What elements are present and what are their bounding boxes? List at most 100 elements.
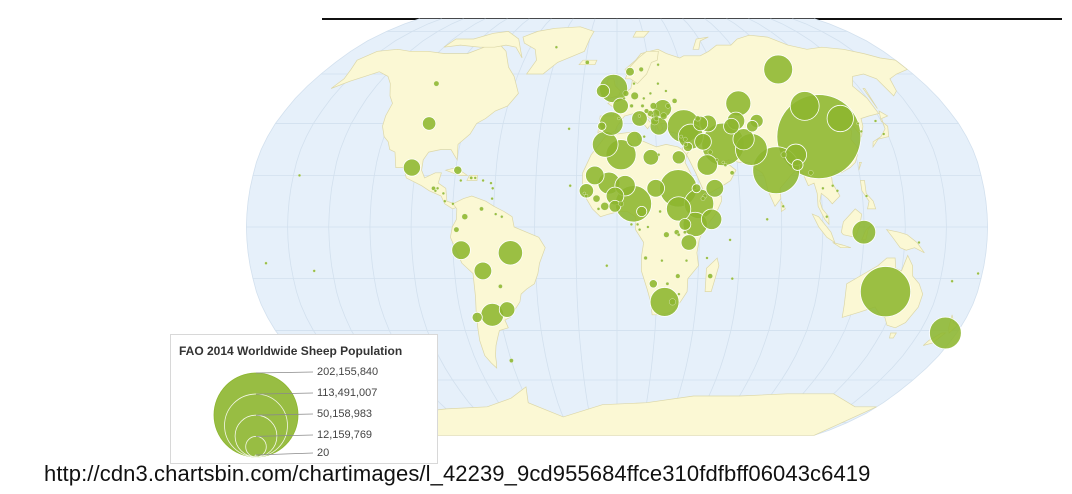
sheep-bubble: [728, 238, 732, 242]
land-java: [832, 242, 852, 249]
sheep-bubble: [626, 130, 643, 148]
sheep-bubble: [707, 273, 713, 279]
sheep-bubble: [585, 165, 605, 186]
sheep-bubble: [873, 119, 878, 123]
sheep-bubble: [705, 179, 725, 198]
sheep-bubble: [596, 207, 601, 211]
sheep-bubble: [732, 128, 755, 151]
sheep-bubble: [882, 132, 886, 136]
sheep-bubble: [729, 170, 735, 176]
sheep-bubble: [675, 273, 681, 279]
sheep-bubble: [746, 120, 759, 133]
legend-graphic: [213, 371, 314, 458]
sheep-bubble: [473, 176, 477, 180]
land-japan: [872, 110, 890, 149]
land-tasmania: [889, 332, 897, 339]
land-new-guinea: [885, 229, 925, 254]
sheep-bubble: [665, 103, 671, 109]
legend-title: FAO 2014 Worldwide Sheep Population: [179, 344, 403, 358]
sheep-bubble: [765, 217, 769, 221]
sheep-bubble: [669, 298, 676, 306]
sheep-bubble: [431, 186, 436, 191]
sheep-bubble: [917, 240, 921, 245]
sheep-bubble: [694, 133, 712, 151]
sheep-bubble: [509, 358, 514, 363]
sheep-bubble: [595, 83, 611, 99]
sheep-bubble: [591, 131, 619, 158]
sheep-bubble: [696, 154, 718, 176]
sheep-bubble: [666, 196, 692, 222]
legend-label-3: 50,158,983: [317, 408, 373, 420]
sheep-bubble: [859, 266, 912, 318]
sheep-bubble: [835, 189, 839, 193]
sheep-bubble: [500, 215, 504, 219]
sheep-bubble: [676, 232, 681, 237]
sheep-bubble: [402, 158, 421, 177]
sheep-bubble: [443, 199, 447, 203]
sheep-bubble: [642, 96, 646, 100]
sheep-bubble: [730, 277, 734, 281]
sheep-bubble: [683, 142, 688, 147]
land-canada-arctic: [443, 31, 523, 59]
sheep-bubble: [763, 54, 794, 85]
sheep-bubble: [498, 301, 516, 318]
sheep-bubble: [660, 259, 664, 263]
sheep-bubble: [592, 194, 601, 203]
sheep-bubble: [642, 149, 660, 166]
sheep-bubble: [629, 103, 634, 108]
sheep-bubble: [297, 173, 302, 177]
sheep-bubble: [950, 279, 954, 283]
sheep-bubble: [421, 116, 437, 131]
sheep-bubble: [264, 261, 268, 265]
sheep-bubble: [582, 191, 586, 195]
sheep-bubble: [637, 114, 641, 118]
sheep-bubble: [567, 127, 571, 131]
sheep-bubble: [631, 110, 648, 127]
land-greenland: [522, 26, 595, 75]
sheep-bubble: [825, 215, 829, 219]
land-taiwan: [858, 162, 862, 171]
land-sakhalin: [862, 88, 878, 109]
sheep-bubble: [642, 135, 646, 139]
sheep-bubble: [859, 129, 863, 133]
legend-leader-2: [255, 392, 314, 395]
sheep-bubble: [680, 234, 698, 251]
sheep-bubble: [632, 82, 636, 86]
sheep-bubble: [629, 222, 633, 226]
sheep-bubble: [723, 163, 728, 167]
sheep-bubble: [638, 228, 642, 232]
legend-leader-4: [255, 434, 314, 437]
sheep-bubble: [664, 89, 668, 93]
sheep-bubble: [663, 231, 670, 238]
sheep-bubble: [585, 60, 590, 65]
sheep-bubble: [578, 183, 595, 199]
sheep-bubble: [451, 240, 471, 260]
sheep-bubble: [864, 194, 869, 198]
sheep-bubble: [646, 179, 665, 198]
sheep-bubble: [657, 153, 661, 157]
sheep-bubble: [791, 159, 804, 171]
land-philippines: [859, 180, 877, 210]
legend-leader-1: [255, 371, 314, 374]
sheep-bubble: [640, 104, 645, 108]
legend-leader-3: [255, 413, 314, 416]
sheep-bubble: [433, 80, 440, 87]
sheep-bubble: [678, 218, 692, 231]
sheep-bubble: [677, 292, 681, 296]
sheep-bubble: [976, 271, 980, 276]
legend-circles: [213, 371, 314, 458]
land-svalbard: [632, 31, 650, 38]
sheep-bubble: [826, 104, 854, 133]
sheep-bubble: [808, 170, 814, 176]
sheep-bubble: [653, 115, 660, 122]
sheep-bubble: [597, 121, 607, 131]
sheep-bubble: [650, 102, 657, 110]
sheep-bubble: [600, 202, 609, 211]
sheep-bubble: [789, 91, 820, 121]
sheep-bubble: [700, 196, 706, 201]
sheep-bubble: [441, 191, 445, 195]
sheep-bubble: [481, 178, 485, 183]
sheep-bubble: [436, 186, 440, 190]
sheep-bubble: [831, 184, 835, 188]
